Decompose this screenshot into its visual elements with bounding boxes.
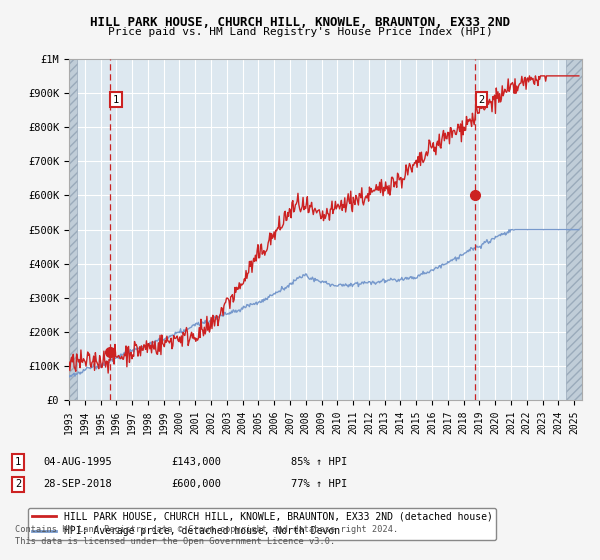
Text: 2: 2 — [478, 95, 485, 105]
Text: Price paid vs. HM Land Registry's House Price Index (HPI): Price paid vs. HM Land Registry's House … — [107, 27, 493, 37]
Text: £600,000: £600,000 — [171, 479, 221, 489]
Text: 77% ↑ HPI: 77% ↑ HPI — [291, 479, 347, 489]
Text: £143,000: £143,000 — [171, 457, 221, 467]
Text: 1: 1 — [15, 457, 21, 467]
Text: 1: 1 — [113, 95, 119, 105]
Text: 04-AUG-1995: 04-AUG-1995 — [43, 457, 112, 467]
Bar — [69, 59, 77, 400]
Text: 28-SEP-2018: 28-SEP-2018 — [43, 479, 112, 489]
Bar — [566, 59, 582, 400]
Text: 85% ↑ HPI: 85% ↑ HPI — [291, 457, 347, 467]
Text: HILL PARK HOUSE, CHURCH HILL, KNOWLE, BRAUNTON, EX33 2ND: HILL PARK HOUSE, CHURCH HILL, KNOWLE, BR… — [90, 16, 510, 29]
Text: Contains HM Land Registry data © Crown copyright and database right 2024.
This d: Contains HM Land Registry data © Crown c… — [15, 525, 398, 546]
Text: 2: 2 — [15, 479, 21, 489]
Legend: HILL PARK HOUSE, CHURCH HILL, KNOWLE, BRAUNTON, EX33 2ND (detached house), HPI: : HILL PARK HOUSE, CHURCH HILL, KNOWLE, BR… — [28, 508, 496, 540]
